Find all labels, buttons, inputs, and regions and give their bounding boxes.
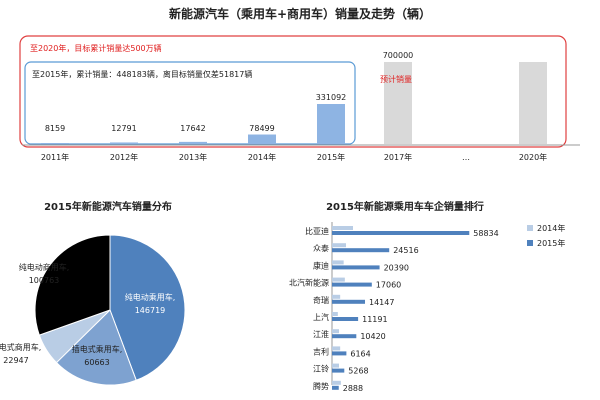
bar-2	[179, 141, 207, 144]
x-tick-label-4: 2015年	[317, 152, 345, 162]
pie-label-2-line1: 插电式商用车,	[0, 342, 41, 352]
rank-category-label-3: 北汽新能源	[289, 278, 329, 288]
pie-slice-0	[109, 234, 186, 381]
bar-1	[110, 142, 138, 144]
rank-bar-2014-6	[332, 329, 339, 334]
bar-0	[41, 143, 69, 144]
bar-value-label-3: 78499	[249, 124, 274, 133]
rank-bar-2015-7	[332, 351, 347, 356]
rank-bar-2015-5	[332, 317, 359, 321]
rank-bar-2015-2	[332, 265, 380, 270]
goal-note: 至2020年，目标累计销量达500万辆	[30, 43, 162, 53]
rank-bar-2015-1	[332, 248, 390, 253]
goal-box	[19, 35, 567, 148]
status-note: 至2015年，累计销量：448183辆，离目标销量仅差51817辆	[32, 69, 252, 79]
rank-value-label-6: 10420	[360, 332, 385, 341]
x-tick-label-0: 2011年	[41, 152, 69, 162]
bar-4	[317, 104, 345, 144]
rank-bar-2015-6	[332, 334, 357, 339]
rank-value-label-7: 6164	[350, 349, 370, 358]
rank-bar-2014-5	[332, 312, 338, 316]
top-chart-title: 新能源汽车（乘用车+商用车）销量及走势（辆）	[169, 6, 431, 21]
rank-value-label-2: 20390	[384, 263, 409, 272]
legend-swatch-2015	[527, 240, 533, 246]
rank-bar-2014-4	[332, 294, 341, 299]
pie-title: 2015年新能源汽车销量分布	[44, 200, 172, 213]
rank-category-label-4: 奇瑞	[313, 295, 329, 305]
top-x-ticks: 2011年 2012年 2013年 2014年 2015年 2017年 … 2020年	[41, 152, 547, 162]
x-tick-label-7: 2020年	[519, 152, 547, 162]
rank-category-label-0: 比亚迪	[305, 226, 329, 236]
rank-title: 2015年新能源乘用车车企销量排行	[326, 200, 484, 213]
bar-value-label-0: 8159	[45, 124, 65, 133]
pie-group: 纯电动乘用车, 146719 插电式乘用车, 60663 插电式商用车, 22947 纯电动…	[0, 234, 186, 386]
forecast-label: 预计销量	[380, 74, 412, 84]
rank-bar-2014-7	[332, 346, 341, 351]
rank-bar-2015-8	[332, 368, 345, 373]
legend-label-2014: 2014年	[537, 223, 565, 233]
top-bar-group: 8159 12791 17642 78499 331092 700000	[41, 51, 547, 144]
rank-bar-2015-3	[332, 282, 372, 287]
rank-value-label-3: 17060	[376, 281, 401, 290]
rank-category-label-7: 吉利	[313, 346, 329, 356]
pie-label-1-line2: 60663	[84, 358, 109, 367]
rank-group: 比亚迪 58834 众泰 24516 康迪 20390 北汽新能源 17060 奇瑞 14147 上…	[289, 222, 499, 393]
rank-bar-2014-8	[332, 363, 339, 368]
rank-bar-2015-4	[332, 299, 366, 304]
rank-category-label-1: 众泰	[313, 243, 329, 253]
x-tick-label-3: 2014年	[248, 152, 276, 162]
pie-slice-1	[55, 309, 137, 386]
rank-value-label-5: 11191	[362, 315, 387, 324]
pie-label-2-line2: 22947	[3, 356, 28, 365]
pie-slice-3	[34, 234, 111, 336]
bar-value-label-4: 331092	[316, 93, 347, 102]
rank-value-label-0: 58834	[473, 229, 498, 238]
legend-swatch-2014	[527, 225, 533, 231]
rank-category-label-8: 江铃	[313, 364, 329, 374]
rank-bar-2014-3	[332, 277, 345, 282]
rank-bar-2014-0	[332, 226, 353, 230]
pie-label-0-line1: 纯电动乘用车,	[125, 292, 176, 302]
pie-label-0-line2: 146719	[135, 306, 166, 315]
bar-value-label-2: 17642	[180, 124, 205, 133]
bar-value-label-1: 12791	[111, 124, 136, 133]
pie-label-3-line1: 纯电动商用车,	[19, 262, 70, 272]
rank-category-label-6: 江淮	[313, 329, 329, 339]
pie-label-3-line2: 100763	[29, 276, 60, 285]
rank-legend: 2014年 2015年	[527, 223, 565, 248]
bar-value-label-5: 700000	[383, 51, 414, 60]
x-tick-label-6: …	[462, 153, 470, 162]
rank-value-label-1: 24516	[393, 246, 418, 255]
rank-bar-2014-9	[332, 380, 341, 385]
rank-category-label-2: 康迪	[313, 260, 329, 270]
rank-bar-2015-0	[332, 231, 470, 235]
rank-value-label-4: 14147	[369, 298, 394, 307]
rank-value-label-9: 2888	[343, 384, 363, 393]
rank-bar-2015-9	[332, 385, 339, 390]
x-tick-label-2: 2013年	[179, 152, 207, 162]
rank-category-label-5: 上汽	[313, 312, 329, 322]
rank-bar-2014-1	[332, 243, 346, 248]
rank-category-label-9: 腾势	[313, 381, 329, 391]
x-tick-label-5: 2017年	[384, 152, 412, 162]
pie-label-1-line1: 插电式乘用车,	[72, 344, 123, 354]
bar-7	[519, 62, 547, 144]
rank-value-label-8: 5268	[348, 367, 368, 376]
legend-label-2015: 2015年	[537, 238, 565, 248]
bar-5	[384, 62, 412, 144]
x-tick-label-1: 2012年	[110, 152, 138, 162]
rank-bar-2014-2	[332, 260, 344, 265]
bar-3	[248, 134, 276, 144]
